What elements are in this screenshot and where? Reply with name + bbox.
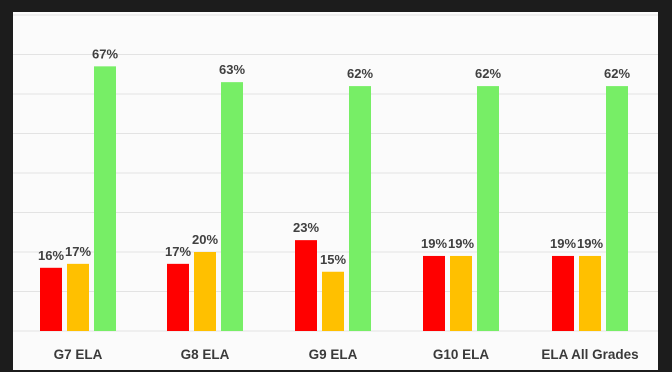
data-label: 16% — [38, 248, 64, 263]
bar-g10-ela-s1 — [423, 255, 445, 331]
data-label: 62% — [475, 66, 501, 81]
data-label: 23% — [293, 220, 319, 235]
bar-ela-all-grades-s1 — [552, 255, 574, 331]
category-label: ELA All Grades — [541, 347, 638, 362]
bar-g8-ela-s2 — [194, 252, 216, 331]
bar-g9-ela-s3 — [349, 86, 371, 331]
category-label: G7 ELA — [54, 347, 103, 362]
data-label: 15% — [320, 252, 346, 267]
bars — [40, 66, 628, 332]
bar-g9-ela-s2 — [322, 271, 344, 331]
bar-g9-ela-s1 — [295, 240, 317, 331]
data-label: 19% — [448, 236, 474, 251]
bar-g7-ela-s1 — [40, 267, 62, 331]
data-label: 19% — [550, 236, 576, 251]
category-label: G8 ELA — [181, 347, 230, 362]
category-label: G10 ELA — [433, 347, 490, 362]
bar-ela-all-grades-s3 — [606, 86, 628, 331]
bar-g8-ela-s1 — [167, 263, 189, 331]
bar-g10-ela-s3 — [477, 86, 499, 331]
data-label: 19% — [577, 236, 603, 251]
data-label: 19% — [421, 236, 447, 251]
data-label: 62% — [347, 66, 373, 81]
bar-g8-ela-s3 — [221, 82, 243, 332]
category-labels: G7 ELA G8 ELA G9 ELA G10 ELA ELA All Grades — [54, 347, 639, 362]
data-label: 17% — [65, 244, 91, 259]
bar-g7-ela-s3 — [94, 66, 116, 331]
data-label: 67% — [92, 46, 118, 61]
frame-edge — [658, 0, 672, 372]
data-label: 17% — [165, 244, 191, 259]
data-label: 62% — [604, 66, 630, 81]
bar-ela-all-grades-s2 — [579, 255, 601, 331]
bar-g7-ela-s2 — [67, 263, 89, 331]
data-label: 20% — [192, 232, 218, 247]
value-labels: 16% 17%67%17%20%63%23%15%62%19% 19%62%19% 1… — [38, 46, 630, 266]
category-label: G9 ELA — [309, 347, 358, 362]
data-label: 63% — [219, 62, 245, 77]
bar-g10-ela-s2 — [450, 255, 472, 331]
